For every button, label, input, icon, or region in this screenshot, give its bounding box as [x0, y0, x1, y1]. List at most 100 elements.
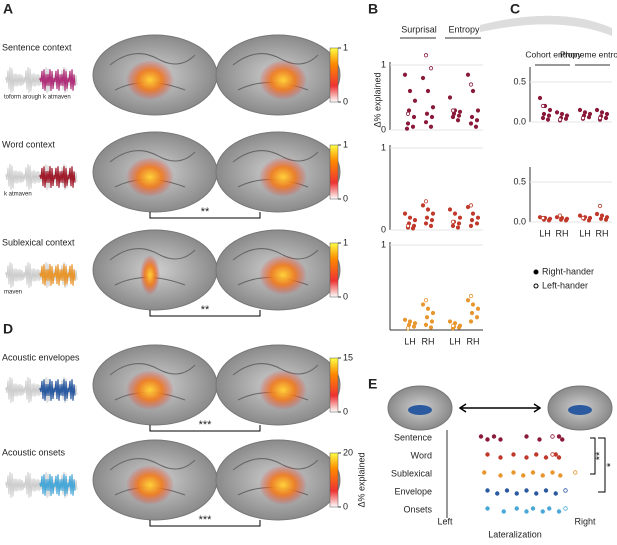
data-point: [550, 452, 555, 457]
data-point: [577, 213, 583, 218]
data-point: [485, 506, 490, 511]
data-point: [586, 218, 592, 223]
data-point: [405, 326, 411, 331]
colorbar-label: Δ% explained: [356, 452, 366, 507]
data-point: [450, 108, 456, 113]
group-label: Cohort entropy: [525, 49, 582, 59]
category-label: Word: [411, 450, 432, 460]
data-point: [452, 211, 458, 216]
data-point: [580, 115, 586, 121]
data-point: [541, 111, 547, 117]
data-point: [465, 72, 471, 77]
data-point: [557, 213, 563, 218]
waveform: [39, 379, 76, 401]
data-point: [514, 506, 519, 511]
waveform: [5, 67, 78, 93]
activation: [259, 60, 307, 100]
data-point: [468, 319, 474, 324]
data-point: [498, 455, 503, 460]
category-label: Envelope: [394, 486, 432, 496]
data-point: [558, 473, 563, 478]
data-point: [511, 452, 516, 457]
data-point: [423, 221, 429, 226]
data-point: [540, 115, 546, 121]
wave-label: toform arough k atmaven: [4, 95, 71, 101]
data-point: [412, 321, 418, 326]
data-point: [402, 72, 408, 77]
data-point: [405, 111, 411, 116]
x-tick-label: LH: [404, 336, 416, 346]
data-point: [430, 211, 436, 216]
data-point: [521, 473, 526, 478]
y-tick-label: 0.5: [513, 176, 526, 186]
data-point: [470, 88, 476, 94]
waveform: [5, 262, 78, 288]
group-label: Phoneme entropy: [560, 49, 617, 59]
colorbar-tick-label: 0: [343, 193, 348, 203]
data-point: [469, 310, 475, 316]
data-point: [405, 121, 411, 126]
data-point: [559, 111, 565, 117]
x-tick-label: LH: [579, 228, 591, 238]
data-point: [423, 322, 429, 327]
data-point: [586, 115, 592, 120]
region: [568, 405, 592, 415]
y-tick-label: 1: [381, 142, 386, 152]
data-point: [573, 470, 578, 475]
data-point: [556, 434, 562, 439]
data-point: [495, 491, 500, 496]
bracket: [590, 437, 596, 475]
data-point: [563, 218, 569, 223]
x-tick-label: LH: [449, 336, 461, 346]
y-tick-label: 0.0: [513, 216, 526, 226]
data-point: [540, 215, 546, 221]
data-point: [554, 110, 560, 115]
data-point: [423, 298, 429, 303]
data-point: [457, 109, 463, 114]
bracket: [149, 212, 261, 219]
activation: [259, 370, 307, 410]
data-point: [514, 491, 519, 496]
data-point: [540, 103, 546, 109]
waveform: [39, 166, 76, 188]
data-point: [424, 215, 430, 220]
legend-label: Right-hander: [542, 266, 594, 276]
data-point: [411, 324, 417, 329]
row-label: Acoustic envelopes: [2, 352, 80, 362]
data-point: [470, 211, 476, 216]
data-point: [485, 452, 490, 457]
data-point: [543, 488, 549, 493]
data-point: [474, 221, 480, 226]
data-point: [470, 302, 476, 307]
data-point: [485, 437, 490, 442]
data-point: [540, 473, 545, 478]
x-tick-label: RH: [467, 336, 480, 346]
panel-label: D: [3, 321, 13, 337]
activation: [259, 465, 307, 505]
row-label: Word context: [2, 139, 55, 149]
waveform: [5, 377, 78, 403]
activation: [126, 465, 174, 505]
data-point: [425, 306, 431, 311]
data-point: [556, 455, 562, 460]
colorbar: [329, 47, 339, 103]
data-point: [534, 452, 539, 457]
data-point: [473, 124, 479, 129]
data-point: [530, 506, 536, 511]
data-point: [469, 218, 475, 223]
bracket: [149, 425, 261, 432]
activation: [259, 255, 307, 295]
group-label: Entropy: [448, 24, 480, 34]
panel-label: B: [368, 1, 378, 17]
data-point: [597, 203, 603, 209]
colorbar: [329, 357, 339, 413]
data-point: [468, 223, 474, 228]
data-point: [524, 434, 529, 439]
category-label: Sentence: [394, 432, 432, 442]
data-point: [404, 126, 410, 131]
data-point: [491, 434, 497, 439]
data-point: [455, 118, 461, 123]
x-tick-label: LH: [539, 228, 551, 238]
data-point: [429, 319, 435, 324]
